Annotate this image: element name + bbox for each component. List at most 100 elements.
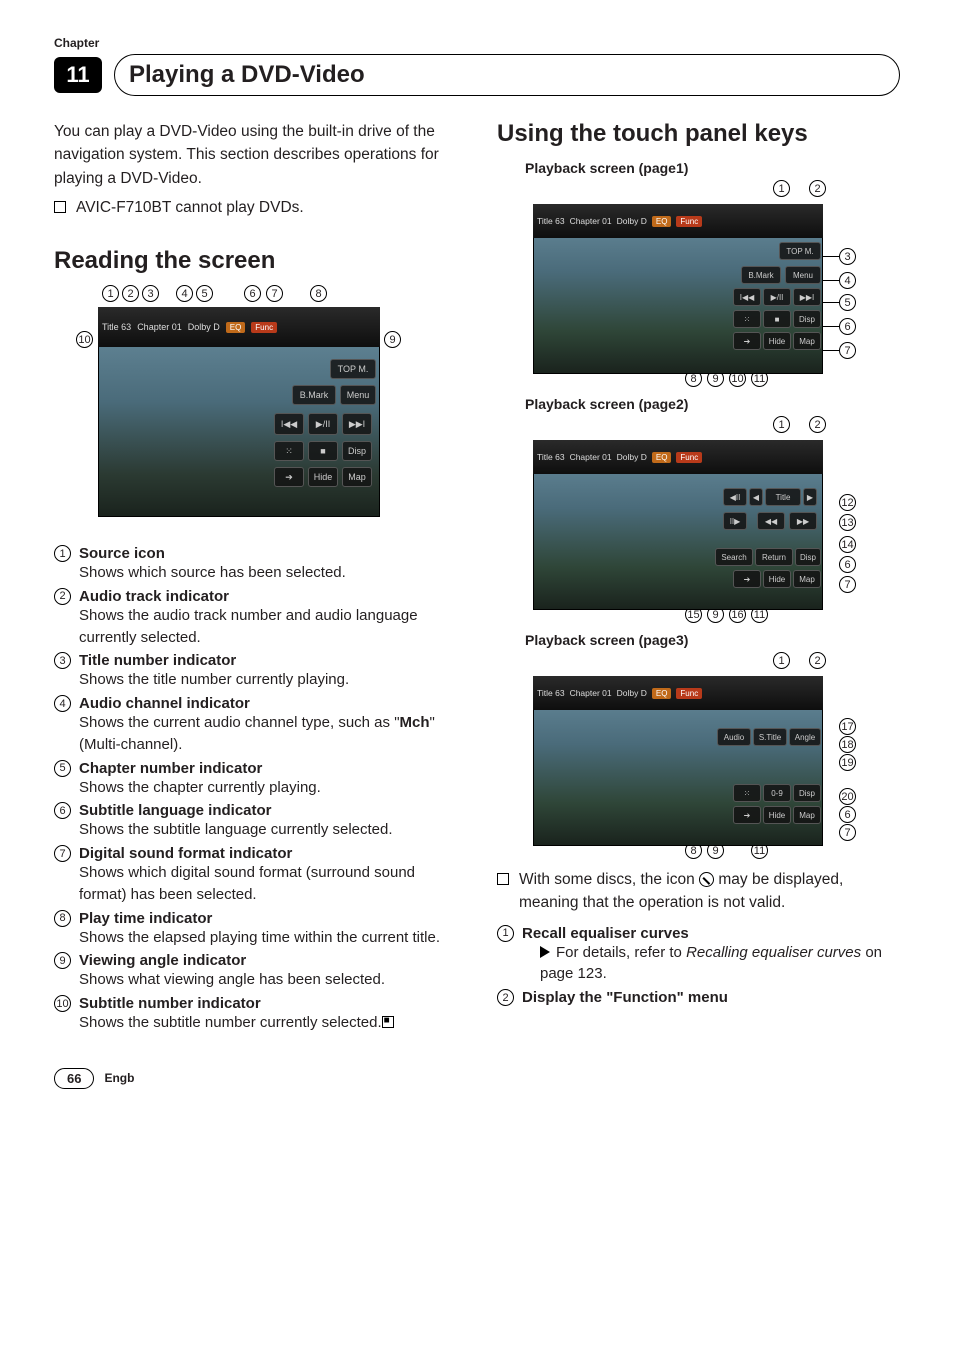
pb2-page[interactable]: ➔ xyxy=(733,570,761,588)
pb3-c20: 20 xyxy=(839,788,856,805)
pb3-disp[interactable]: Disp xyxy=(793,784,821,802)
pb3-c2: 2 xyxy=(809,652,826,669)
pb2-c6: 6 xyxy=(839,556,856,573)
callout-9: 9 xyxy=(384,331,401,348)
pb3-split[interactable]: ⁙ xyxy=(733,784,761,802)
pb2-slowfwd[interactable]: II▶ xyxy=(723,512,747,530)
definition-item: 6Subtitle language indicatorShows the su… xyxy=(54,802,457,841)
pb2-map[interactable]: Map xyxy=(793,570,821,588)
callout-8: 8 xyxy=(310,285,327,302)
pb1-prev[interactable]: I◀◀ xyxy=(733,288,761,306)
pb3-audio[interactable]: Audio xyxy=(717,728,751,746)
chapter-title: Playing a DVD-Video xyxy=(129,61,365,89)
definition-number: 2 xyxy=(54,588,71,605)
pb2-titlebtn[interactable]: Title xyxy=(765,488,801,506)
pb2-disp[interactable]: Disp xyxy=(795,548,821,566)
pb3-c6: 6 xyxy=(839,806,856,823)
pb3-numpad[interactable]: 0-9 xyxy=(763,784,791,802)
definition-item: 1Source iconShows which source has been … xyxy=(54,545,457,584)
definition-item: 7Digital sound format indicatorShows whi… xyxy=(54,845,457,906)
pb1-c5: 5 xyxy=(839,294,856,311)
definition-title: Title number indicator xyxy=(79,652,457,669)
pb1-stop[interactable]: ■ xyxy=(763,310,791,328)
split-button[interactable]: ⁙ xyxy=(274,441,304,461)
pb3-eq[interactable]: EQ xyxy=(652,688,672,699)
pb2-search[interactable]: Search xyxy=(715,548,753,566)
pb2-ffwd[interactable]: ▶▶ xyxy=(789,512,817,530)
pb3-page[interactable]: ➔ xyxy=(733,806,761,824)
pb1-hide[interactable]: Hide xyxy=(763,332,791,350)
definition-body: Shows the audio track number and audio l… xyxy=(79,605,457,649)
pb1-next[interactable]: ▶▶I xyxy=(793,288,821,306)
pb1-c1: 1 xyxy=(773,180,790,197)
pb1-split[interactable]: ⁙ xyxy=(733,310,761,328)
pb3-map[interactable]: Map xyxy=(793,806,821,824)
func-button[interactable]: Func xyxy=(251,322,277,333)
stop-button[interactable]: ■ xyxy=(308,441,338,461)
pb1-map[interactable]: Map xyxy=(793,332,821,350)
definition-title: Subtitle number indicator xyxy=(79,995,457,1012)
pb1-play[interactable]: ▶/II xyxy=(763,288,791,306)
pb1-func[interactable]: Func xyxy=(676,216,702,227)
disp-button[interactable]: Disp xyxy=(342,441,372,461)
pb2-frev[interactable]: ◀◀ xyxy=(757,512,785,530)
callout-2: 2 xyxy=(122,285,139,302)
pb2-slowrev[interactable]: ◀II xyxy=(723,488,747,506)
pb2-c7: 7 xyxy=(839,576,856,593)
callout-1: 1 xyxy=(102,285,119,302)
right-item-body: For details, refer to Recalling equalise… xyxy=(522,942,900,986)
definition-body: Shows the elapsed playing time within th… xyxy=(79,927,457,949)
pb2-c1: 1 xyxy=(773,416,790,433)
page-button[interactable]: ➔ xyxy=(274,467,304,487)
pb1-disp[interactable]: Disp xyxy=(793,310,821,328)
prev-button[interactable]: I◀◀ xyxy=(274,413,304,435)
right-item: 2Display the "Function" menu xyxy=(497,989,900,1006)
pb3-c18: 18 xyxy=(839,736,856,753)
hide-button[interactable]: Hide xyxy=(308,467,338,487)
eq-button[interactable]: EQ xyxy=(226,322,246,333)
callout-3: 3 xyxy=(142,285,159,302)
topm-button[interactable]: TOP M. xyxy=(330,359,376,379)
pb2-return[interactable]: Return xyxy=(755,548,793,566)
bmark-button[interactable]: B.Mark xyxy=(292,385,336,405)
pb1-bmark[interactable]: B.Mark xyxy=(741,266,781,284)
definition-number: 10 xyxy=(54,995,71,1012)
definition-item: 5Chapter number indicatorShows the chapt… xyxy=(54,760,457,799)
definition-number: 1 xyxy=(54,545,71,562)
pb2-func[interactable]: Func xyxy=(676,452,702,463)
pb2-hide[interactable]: Hide xyxy=(763,570,791,588)
map-button[interactable]: Map xyxy=(342,467,372,487)
play-button[interactable]: ▶/II xyxy=(308,413,338,435)
pb1-figure: 1 2 3 4 5 6 7 8 9 10 11 Title 63 Chapter… xyxy=(517,180,887,388)
next-button[interactable]: ▶▶I xyxy=(342,413,372,435)
definition-body: Shows the current audio channel type, su… xyxy=(79,712,457,756)
pb1-c2: 2 xyxy=(809,180,826,197)
pb1-page[interactable]: ➔ xyxy=(733,332,761,350)
square-bullet-icon xyxy=(54,201,66,213)
pb1-menu[interactable]: Menu xyxy=(785,266,821,284)
pb1-eq[interactable]: EQ xyxy=(652,216,672,227)
pb3-c7: 7 xyxy=(839,824,856,841)
pb1-label: Playback screen (page1) xyxy=(525,160,900,176)
definition-body: Shows which digital sound format (surrou… xyxy=(79,862,457,906)
intro-note: AVIC-F710BT cannot play DVDs. xyxy=(54,196,457,219)
definition-body: Shows which source has been selected. xyxy=(79,562,457,584)
menu-button[interactable]: Menu xyxy=(340,385,376,405)
pb3-c17: 17 xyxy=(839,718,856,735)
pb2-tleft[interactable]: ◀ xyxy=(749,488,763,506)
right-item-number: 2 xyxy=(497,989,514,1006)
pb3-stitle[interactable]: S.Title xyxy=(753,728,787,746)
pb2-dolby: Dolby D xyxy=(617,452,647,462)
pb3-func[interactable]: Func xyxy=(676,688,702,699)
reading-heading: Reading the screen xyxy=(54,247,457,275)
pb3-dolby: Dolby D xyxy=(617,688,647,698)
footer: 66 Engb xyxy=(54,1068,900,1089)
pb1-topm[interactable]: TOP M. xyxy=(779,242,821,260)
pb2-label: Playback screen (page2) xyxy=(525,396,900,412)
definition-body: Shows the chapter currently playing. xyxy=(79,777,457,799)
pb3-angle[interactable]: Angle xyxy=(789,728,821,746)
pb2-tright[interactable]: ▶ xyxy=(803,488,817,506)
pb1-c6: 6 xyxy=(839,318,856,335)
pb2-eq[interactable]: EQ xyxy=(652,452,672,463)
pb3-hide[interactable]: Hide xyxy=(763,806,791,824)
